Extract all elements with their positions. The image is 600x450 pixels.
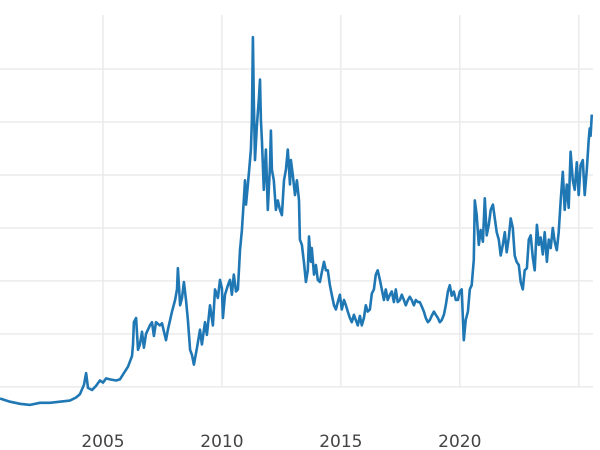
series-line <box>0 35 594 407</box>
x-gridlines <box>102 15 580 387</box>
y-gridlines <box>0 68 593 388</box>
x-tick-label: 2015 <box>319 432 362 450</box>
x-tick-label: 2005 <box>81 432 124 450</box>
x-tick-label: 2010 <box>200 432 243 450</box>
x-tick-label: 2020 <box>438 432 481 450</box>
x-tick-labels: 2005 2010 2015 2020 <box>81 432 481 450</box>
